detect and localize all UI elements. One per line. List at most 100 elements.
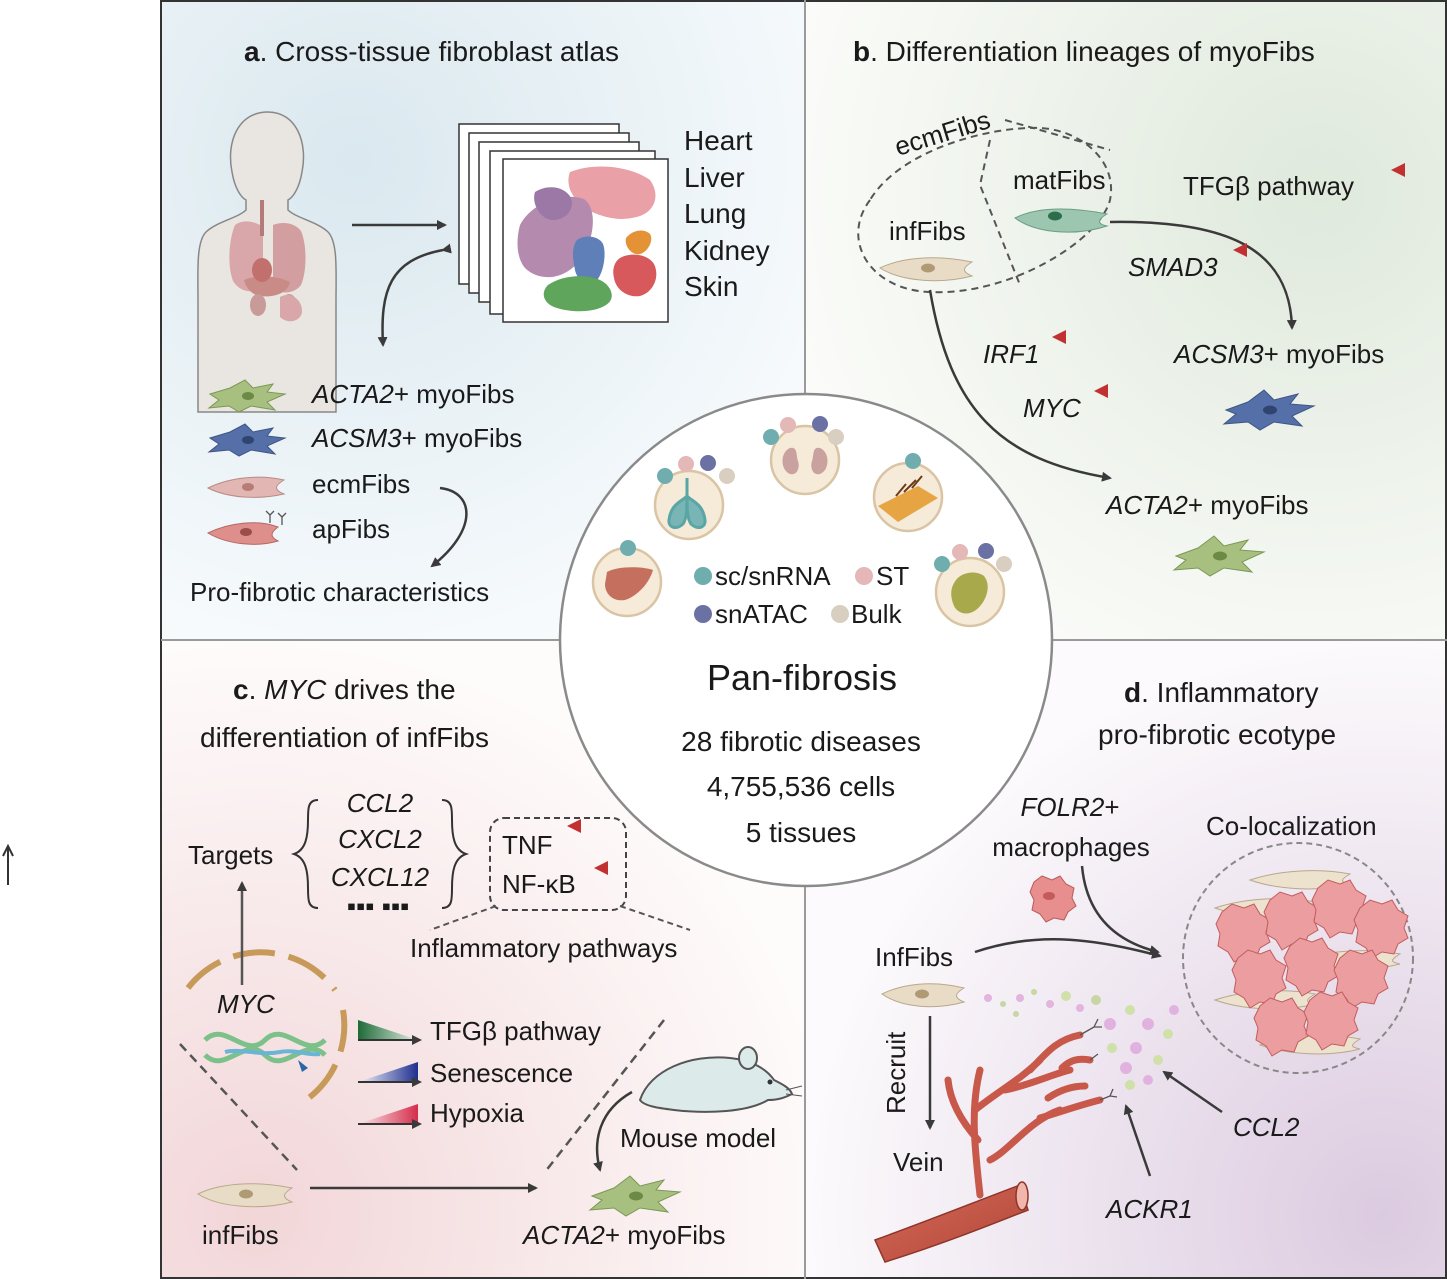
tissue-label-4: Kidney [684,235,770,266]
targets-left-brace [290,799,319,909]
acsm3-myofibs-suffix: + myoFibs [1264,339,1385,369]
panel-d-title: . Inflammatory [1141,677,1318,708]
dashed-divider-left [179,1043,298,1171]
arrow-inffibs-to-cluster [974,938,1162,959]
stat-tissues: 5 tissues [746,817,857,848]
arrow-atlas-to-celltypes [377,243,452,347]
center-title: Pan-fibrosis [707,657,897,698]
targets-right-brace [441,799,470,909]
mouse-model-label: Mouse model [620,1123,776,1153]
svg-text:d. Inflammatory: d. Inflammatory [1124,677,1319,708]
cell-icon-acsm3 [207,423,287,457]
panel-c-title-line2: differentiation of infFibs [200,722,489,753]
panel-c-acta2-gene: ACTA2 [521,1220,605,1250]
target-cxcl2: CXCL2 [338,824,422,854]
arrow-macrophages-to-cluster [1080,865,1160,955]
panel-c-title-rest: drives the [326,674,455,705]
svg-text:FOLR2+: FOLR2+ [1021,792,1120,822]
acsm3-myofibs-cell [1222,389,1316,431]
legend-bulk: Bulk [851,599,903,629]
pathway-nfkb: NF-κB [502,869,576,899]
panel-d-letter: d [1124,677,1141,708]
folr2-gene: FOLR2 [1021,792,1105,822]
target-cxcl12: CXCL12 [331,862,430,892]
vein-illustration [873,1018,1118,1263]
legend-dot-st [855,567,873,585]
kidney-bubble [763,416,844,496]
myc-gene-label: MYC [217,989,275,1019]
arrow-inffibs-to-acta2 [928,289,1112,482]
smad3-label: SMAD3 [1128,252,1218,282]
process-tgfb: TFGβ pathway [430,1016,601,1046]
stray-up-arrow [2,843,14,885]
cell-icon-acta2 [207,379,287,413]
inflammatory-pathways-label: Inflammatory pathways [410,933,677,963]
skin-bubble [872,453,944,533]
tissue-label-5: Skin [684,271,738,302]
ecm-label-leader [1004,119,1111,151]
inffibs-cell [878,257,974,282]
nucleus-arc [185,949,348,1107]
dna-helix-icon [203,1031,327,1072]
tissue-label-3: Lung [684,198,746,229]
matfibs-label: matFibs [1013,165,1105,195]
legend-dot-snatac [694,605,712,623]
svg-text:c. MYC drives the: c. MYC drives the [233,674,456,705]
lineage-dashed-ellipse [857,126,1113,294]
panel-c-acta2-suffix: + myoFibs [605,1220,726,1250]
svg-text:a. Cross-tissue fibroblast atl: a. Cross-tissue fibroblast atlas [244,36,619,67]
panel-c-inffibs-label: infFibs [202,1220,279,1250]
arrow-mouse-to-acta2 [593,1090,633,1172]
liver-bubble [591,540,663,618]
process-hypoxia: Hypoxia [430,1098,524,1128]
recruit-label: Recruit [881,1031,911,1114]
panel-c-title-dot: . [249,674,265,705]
panel-d-title-line2: pro-fibrotic ecotype [1098,719,1336,750]
panel-c-title-gene: MYC [264,674,327,705]
arrow-to-profibrotic [430,486,468,568]
panel-b-title: . Differentiation lineages of myoFibs [870,36,1315,67]
legend-acsm3: ACSM3+ myoFibs [310,423,522,453]
human-body-illustration [197,111,337,413]
svg-text:ACTA2+ myoFibs: ACTA2+ myoFibs [521,1220,726,1250]
inffibs-d-label: InfFibs [875,942,953,972]
folr2-suffix: + [1104,792,1119,822]
lineage-divider [978,139,1021,286]
panel-a-title: . Cross-tissue fibroblast atlas [260,36,619,67]
acta2-myofibs-cell [1172,535,1266,577]
senescence-gradient-triangle [358,1062,418,1082]
cell-icon-ecmfibs [206,476,286,498]
colocalization-label: Co-localization [1206,811,1377,841]
panel-d-inffibs-cell [881,983,966,1008]
legend-st: ST [876,561,909,591]
target-ccl2: CCL2 [347,788,414,818]
svg-text:ACTA2+ myoFibs: ACTA2+ myoFibs [1104,490,1309,520]
panel-c-acta2-cell [588,1175,682,1217]
vein-label: Vein [893,1147,944,1177]
colocalization-circle [1182,842,1414,1074]
acsm3-myofibs-gene: ACSM3 [1172,339,1264,369]
targets-label: Targets [188,840,273,870]
acta2-myofibs-gene: ACTA2 [1104,490,1188,520]
svg-text:b. Differentiation lineages of: b. Differentiation lineages of myoFibs [853,36,1315,67]
cell-icon-apfibs [206,510,287,545]
ackr1-label: ACKR1 [1104,1194,1193,1224]
arrow-ccl2 [1162,1070,1223,1114]
arrow-ackr1 [1123,1104,1152,1177]
panel-c-letter: c [233,674,249,705]
stat-cells: 4,755,536 cells [707,771,895,802]
legend-dot-bulk [831,605,849,623]
tissue-label-1: Heart [684,125,753,156]
inffibs-label: infFibs [889,216,966,246]
legend-snatac: snATAC [715,599,808,629]
hypoxia-gradient-triangle [358,1104,418,1124]
umap-stack [458,123,669,323]
pathway-box [489,817,627,911]
legend-apfibs: apFibs [312,514,390,544]
process-senescence: Senescence [430,1058,573,1088]
legend-scrna: sc/snRNA [715,561,831,591]
legend-ecmfibs: ecmFibs [312,469,410,499]
lung-bubble [653,455,735,541]
heart-bubble [934,543,1012,628]
